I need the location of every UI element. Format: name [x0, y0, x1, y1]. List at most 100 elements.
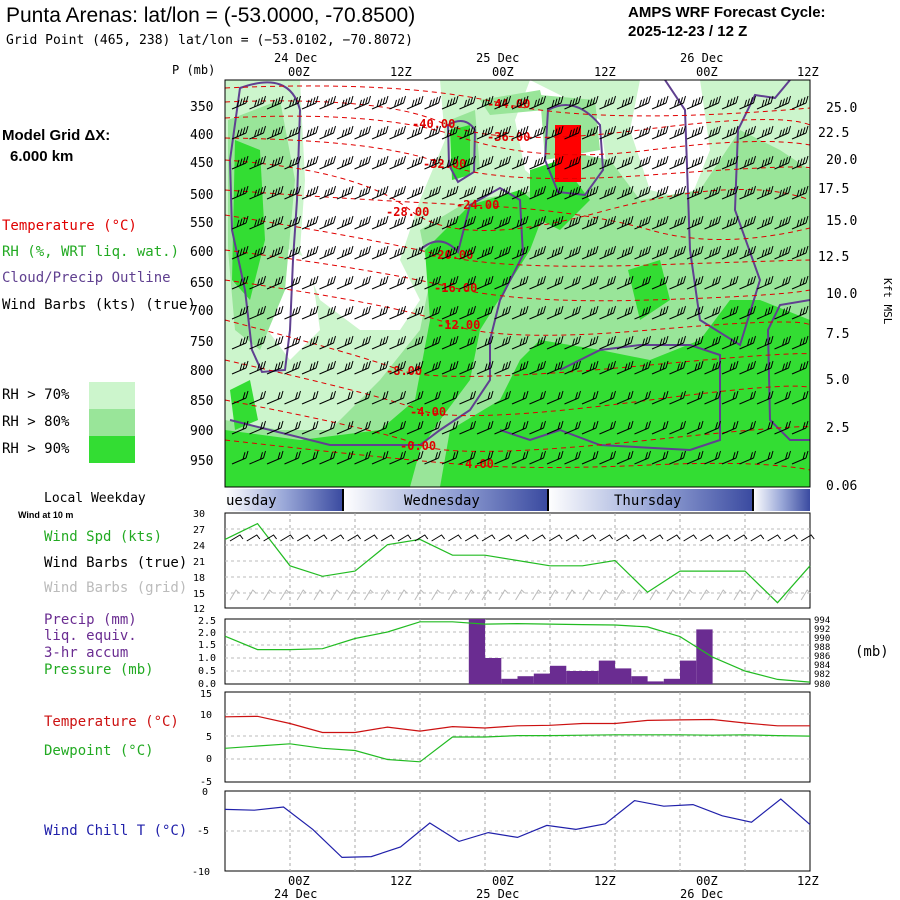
barb-357 — [704, 390, 721, 405]
temp-contour-12 — [225, 399, 810, 452]
grid-barb-16 — [498, 589, 509, 601]
temp-label-9: -12.00 — [437, 318, 480, 332]
barb-354 — [651, 390, 669, 405]
barb-388 — [669, 420, 686, 435]
barb-249 — [546, 305, 564, 320]
p-750: 750 — [190, 335, 213, 350]
barb-365 — [266, 420, 284, 435]
true-barb-17 — [515, 534, 529, 542]
barb-246 — [494, 305, 511, 320]
true-barb-12 — [431, 534, 445, 542]
h-10: 10.0 — [826, 287, 857, 302]
barb-125 — [686, 185, 704, 200]
barb-420 — [651, 450, 669, 465]
wind-barbs — [231, 95, 809, 465]
barb-285 — [599, 335, 616, 350]
true-barb-16 — [498, 534, 513, 542]
true-barb-7 — [347, 534, 361, 542]
h-25: 25.0 — [826, 101, 857, 116]
barb-122 — [634, 185, 651, 200]
tt-10: 10 — [200, 710, 212, 721]
barb-319 — [616, 360, 634, 375]
pr-992: 992 — [814, 625, 830, 635]
time-bottom-1: 12Z — [390, 874, 412, 888]
barb-227 — [739, 275, 756, 290]
h-0: 0.06 — [826, 479, 857, 494]
barb-318 — [599, 360, 616, 375]
barb-188 — [634, 245, 651, 260]
barb-111 — [441, 185, 459, 200]
barb-413 — [529, 450, 546, 465]
barb-71 — [319, 155, 336, 170]
barb-372 — [389, 420, 406, 435]
temp-label-2: -40.00 — [412, 117, 455, 131]
pressure-line — [224, 621, 811, 683]
barb-213 — [494, 275, 511, 290]
barb-233 — [266, 305, 284, 320]
barb-2 — [266, 95, 284, 110]
barb-102 — [284, 185, 301, 200]
barb-28 — [721, 95, 739, 110]
barb-142 — [406, 215, 424, 230]
barb-64 — [774, 125, 791, 140]
day-band-4 — [753, 489, 810, 511]
temp-ticks: 15 10 5 0 -5 — [200, 689, 212, 788]
h-20: 20.0 — [826, 153, 857, 168]
barb-214 — [511, 275, 529, 290]
barb-410 — [476, 450, 494, 465]
p-850: 850 — [190, 394, 213, 409]
temp-contour-2 — [225, 100, 810, 138]
temp-contour-1 — [225, 85, 810, 117]
barb-322 — [669, 360, 686, 375]
barb-100 — [249, 185, 266, 200]
barb-258 — [704, 305, 721, 320]
barb-234 — [284, 305, 301, 320]
barb-363 — [231, 420, 249, 435]
p-600: 600 — [190, 245, 213, 260]
cross-section: -44.00 -40.00 -36.00 -32.00 -28.00 -24.0… — [225, 80, 810, 487]
barb-154 — [616, 215, 634, 230]
barb-195 — [756, 245, 774, 260]
barb-14 — [476, 95, 494, 110]
barb-194 — [739, 245, 756, 260]
date-bottom-24: 24 Dec — [274, 887, 317, 900]
barb-106 — [354, 185, 371, 200]
barb-104 — [319, 185, 336, 200]
barb-225 — [704, 275, 721, 290]
grid-barb-6 — [330, 589, 341, 601]
grid-barb-28 — [699, 589, 710, 601]
tt-5: 5 — [206, 732, 212, 743]
barb-325 — [721, 360, 739, 375]
wind-barbs-grid-label: Wind Barbs (grid) — [44, 580, 188, 596]
barb-158 — [686, 215, 704, 230]
day-band-2 — [343, 489, 548, 511]
barb-409 — [459, 450, 476, 465]
barb-261 — [756, 305, 774, 320]
barb-231 — [231, 305, 249, 320]
barb-394 — [774, 420, 791, 435]
barb-93 — [704, 155, 721, 170]
barb-147 — [494, 215, 511, 230]
barb-177 — [441, 245, 459, 260]
precip-bar-2 — [501, 678, 518, 684]
barb-250 — [564, 305, 581, 320]
true-barb-3 — [280, 534, 294, 542]
p-350: 350 — [190, 100, 213, 115]
pr-994: 994 — [814, 616, 830, 626]
cross-section-frame — [224, 79, 811, 488]
barb-292 — [721, 335, 739, 350]
temp-label-10: -8.00 — [386, 364, 422, 378]
time-top-5: 12Z — [797, 65, 819, 79]
barb-274 — [406, 335, 424, 350]
barb-73 — [354, 155, 371, 170]
precip-bar-12 — [663, 678, 681, 684]
barb-67 — [249, 155, 266, 170]
barb-16 — [511, 95, 529, 110]
barb-130 — [774, 185, 791, 200]
barb-174 — [389, 245, 406, 260]
barb-361 — [774, 390, 791, 405]
legend-cloud: Cloud/Precip Outline — [2, 270, 171, 286]
grid-barb-5 — [313, 589, 324, 601]
barb-144 — [441, 215, 459, 230]
barb-311 — [476, 360, 494, 375]
